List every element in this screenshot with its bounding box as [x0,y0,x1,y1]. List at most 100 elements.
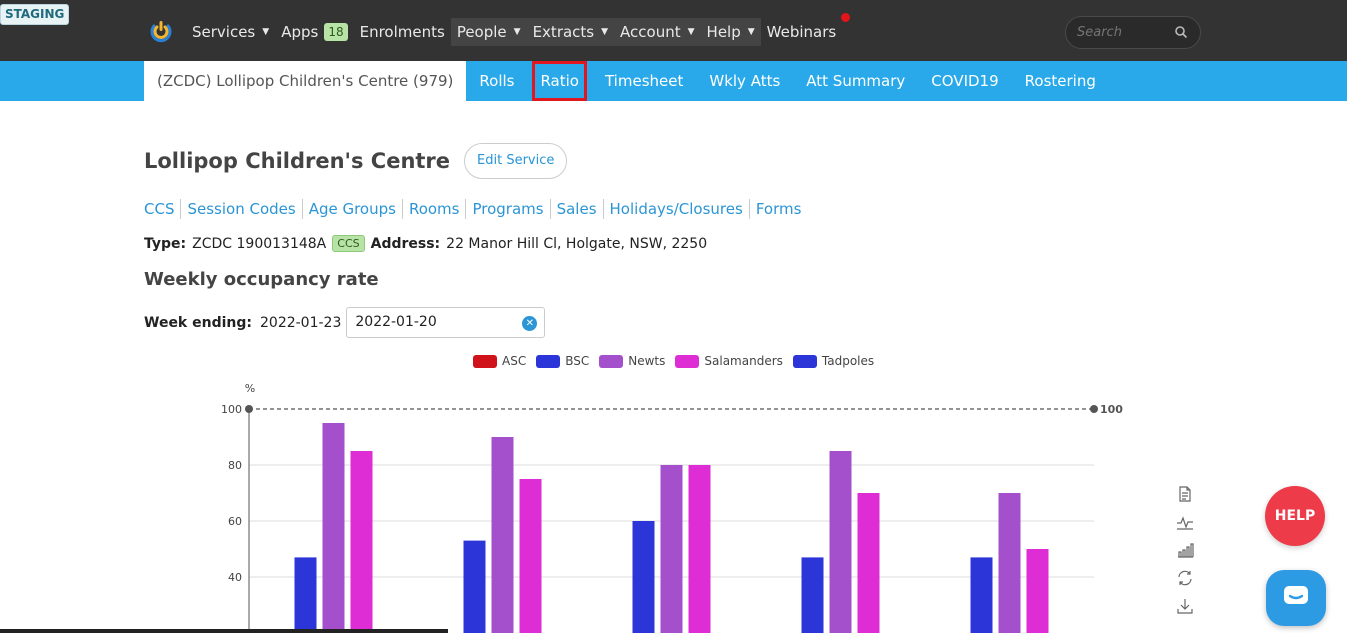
legend-item-asc[interactable]: ASC [473,354,526,368]
link-age-groups[interactable]: Age Groups [303,199,403,219]
search-icon[interactable] [1174,25,1188,39]
legend-swatch [792,354,817,368]
nav-item-label: Extracts [532,23,595,41]
y-tick-label: 60 [228,515,242,528]
section-title: Weekly occupancy rate [144,269,379,290]
nav-item-account[interactable]: Account ▼ [614,18,701,46]
tab-covid19[interactable]: COVID19 [931,72,999,90]
help-button[interactable]: HELP [1265,486,1325,546]
legend-label: Salamanders [704,354,783,368]
bar-newts [491,437,514,633]
markline-end-dot [1090,405,1098,413]
markline-start-dot [245,405,253,413]
tab-rostering[interactable]: Rostering [1024,72,1096,90]
tab-wkly-atts[interactable]: Wkly Atts [709,72,781,90]
caret-down-icon: ▼ [601,27,609,37]
bar-bsc [463,540,486,633]
app-logo-icon[interactable] [148,18,174,44]
type-value: ZCDC 190013148A [192,235,327,252]
nav-item-enrolments[interactable]: Enrolments [354,18,451,46]
bar-salamanders [688,465,711,633]
nav-item-label: Account [620,23,681,41]
link-ccs[interactable]: CCS [144,199,182,219]
caret-down-icon: ▼ [262,27,270,37]
legend-item-bsc[interactable]: BSC [536,354,589,368]
legend-label: BSC [565,354,590,368]
legend-item-tadpoles[interactable]: Tadpoles [792,354,875,368]
service-info: Type: ZCDC 190013148A CCS Address: 22 Ma… [144,235,707,252]
bar-newts [829,451,852,633]
bar-bsc [632,521,655,633]
legend-swatch [473,354,497,368]
top-navbar: STAGING Services ▼ Apps 18 Enrolments People ▼… [0,0,1347,61]
search-box[interactable] [1065,16,1201,49]
tab-rolls[interactable]: Rolls [479,72,515,90]
restore-icon[interactable] [1176,569,1194,587]
bar-bsc [970,557,993,633]
week-ending-value: 2022-01-23 [260,314,342,331]
address-label: Address: [370,235,441,252]
bar-bsc [801,557,824,633]
legend-swatch [675,354,700,368]
chat-button[interactable] [1266,570,1326,626]
occupancy-chart: % 40 60 80 100 100 [221,382,1123,633]
nav-item-label: Help [706,23,741,41]
caret-down-icon: ▼ [513,27,521,37]
nav-item-apps[interactable]: Apps 18 [275,18,353,46]
y-axis-label: % [245,382,255,395]
link-programs[interactable]: Programs [466,199,551,219]
search-input[interactable] [1077,25,1177,40]
nav-item-label: People [456,23,507,41]
y-tick-label: 80 [228,459,242,472]
legend-swatch [536,354,561,368]
clear-date-icon[interactable]: ✕ [522,316,538,331]
legend-item-newts[interactable]: Newts [599,354,665,368]
nav-item-label: Apps [281,23,319,41]
date-input-value[interactable]: 2022-01-20 [355,314,437,330]
bar-salamanders [350,451,373,633]
line-chart-icon[interactable] [1176,513,1194,531]
bottom-bar [0,629,448,633]
link-rooms[interactable]: Rooms [403,199,467,219]
link-session-codes[interactable]: Session Codes [181,199,303,219]
chart-legend: ASC BSC Newts Salamanders Tadpoles [473,354,874,368]
data-view-icon[interactable] [1176,485,1194,503]
bar-salamanders [519,479,542,633]
nav-item-services[interactable]: Services ▼ [186,18,275,46]
nav-item-label: Enrolments [359,23,445,41]
tab-timesheet[interactable]: Timesheet [604,72,684,90]
nav-item-people[interactable]: People ▼ [450,18,527,46]
tab-current-service[interactable]: (ZCDC) Lollipop Children's Centre (979) [144,61,467,101]
bar-chart-icon[interactable] [1176,541,1194,559]
bar-newts [322,423,345,633]
link-holidays-closures[interactable]: Holidays/Closures [604,199,750,219]
tab-ratio[interactable]: Ratio [532,61,587,101]
main-nav: Services ▼ Apps 18 Enrolments People ▼ Extracts… [186,16,842,48]
nav-item-webinars[interactable]: Webinars [761,18,843,46]
tab-att-summary[interactable]: Att Summary [806,72,906,90]
week-date-input[interactable]: 2022-01-20 ✕ [346,307,546,338]
service-links: CCS Session Codes Age Groups Rooms Programs S… [144,199,807,219]
week-ending-label: Week ending: [144,314,252,331]
nav-item-help[interactable]: Help ▼ [700,18,761,46]
legend-label: ASC [502,354,527,368]
y-tick-label: 100 [221,403,242,416]
caret-down-icon: ▼ [687,27,695,37]
link-forms[interactable]: Forms [755,200,802,218]
bar-newts [660,465,683,633]
nav-item-extracts[interactable]: Extracts ▼ [526,18,615,46]
bar-bsc [294,557,317,633]
y-tick-label: 40 [228,571,242,584]
legend-label: Tadpoles [821,354,875,368]
week-ending-row: Week ending: 2022-01-23 2022-01-20 ✕ [144,307,546,338]
edit-service-button[interactable]: Edit Service [464,143,568,179]
ccs-badge: CCS [332,235,365,252]
legend-swatch [599,354,624,368]
nav-item-label: Services [192,23,256,41]
download-icon[interactable] [1176,597,1194,615]
link-sales[interactable]: Sales [551,199,604,219]
page-title: Lollipop Children's Centre [144,149,451,173]
chart-toolbox [1176,485,1194,615]
legend-item-salamanders[interactable]: Salamanders [675,354,783,368]
type-label: Type: [144,235,187,252]
